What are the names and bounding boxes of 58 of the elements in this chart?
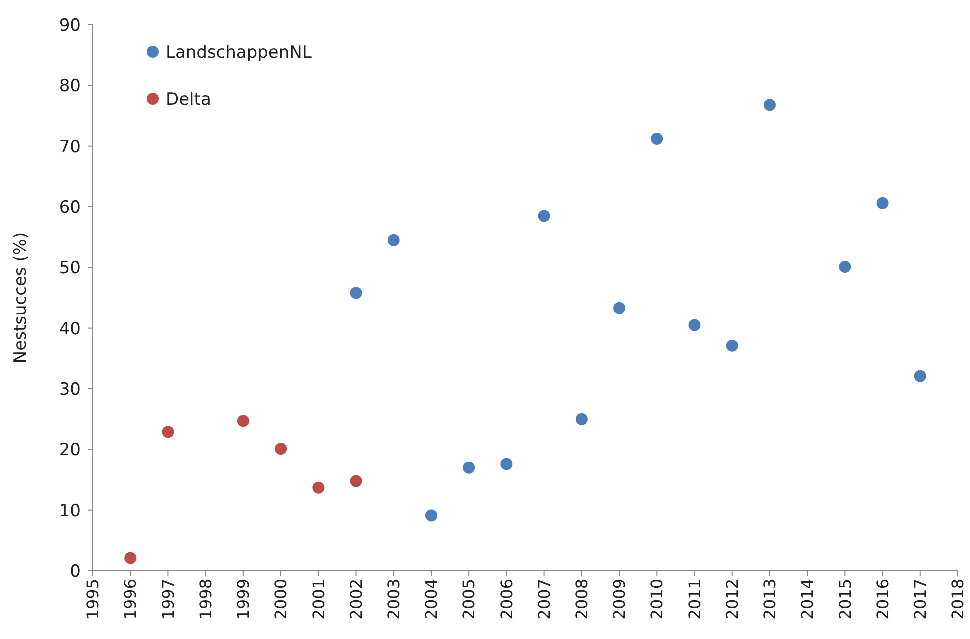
x-tick-label: 1996	[121, 579, 140, 620]
x-tick-label: 1997	[158, 579, 178, 620]
x-tick-label: 2018	[948, 579, 968, 620]
x-tick-label: 2015	[836, 579, 855, 620]
x-tick-label: 2008	[572, 579, 592, 620]
x-tick-label: 2013	[760, 579, 780, 620]
point	[275, 443, 288, 456]
point	[876, 197, 889, 210]
x-tick-label: 2004	[422, 579, 442, 620]
x-tick-label: 2017	[910, 579, 930, 620]
y-tick-label: 80	[59, 76, 81, 97]
y-tick-label: 40	[59, 319, 81, 340]
x-tick-label: 2006	[497, 579, 516, 620]
x-tick-label: 2011	[685, 579, 704, 620]
x-tick-label: 2001	[309, 579, 328, 620]
point	[463, 462, 476, 474]
point	[237, 415, 250, 428]
y-tick-label: 30	[59, 380, 81, 400]
point	[839, 261, 852, 274]
x-tick-label: 2002	[346, 579, 366, 620]
point	[124, 552, 137, 564]
point	[651, 133, 664, 146]
y-tick-label: 20	[59, 440, 81, 461]
x-tick-label: 1998	[196, 579, 216, 620]
point	[764, 99, 776, 112]
y-tick-label: 10	[59, 501, 81, 522]
point	[388, 234, 400, 246]
point	[312, 482, 325, 494]
y-tick-label: 90	[59, 16, 81, 36]
point	[350, 287, 362, 300]
x-tick-label: 1999	[234, 579, 254, 620]
point	[688, 319, 701, 332]
x-tick-label: 2014	[798, 579, 818, 620]
point	[614, 302, 626, 314]
x-tick-label: 2005	[460, 579, 479, 620]
point	[500, 458, 513, 470]
x-tick-label: 2003	[384, 579, 404, 620]
point	[726, 340, 738, 352]
point	[538, 210, 550, 222]
x-tick-label: 1995	[84, 579, 103, 620]
x-tick-label: 2010	[648, 579, 667, 620]
y-tick-label: 0	[70, 562, 81, 582]
legend-label: Delta	[166, 90, 212, 110]
legend-label: LandschappenNL	[166, 43, 312, 63]
point	[425, 510, 438, 522]
y-tick-label: 50	[59, 258, 81, 279]
point	[576, 413, 588, 426]
x-tick-label: 2012	[722, 579, 742, 620]
x-tick-label: 2009	[610, 579, 630, 620]
y-tick-label: 70	[59, 137, 81, 158]
x-tick-label: 2016	[873, 579, 892, 620]
point	[350, 475, 362, 488]
y-tick-label: 60	[59, 198, 81, 218]
x-tick-label: 2000	[272, 579, 291, 620]
x-tick-label: 2007	[534, 579, 554, 620]
point	[914, 370, 926, 382]
y-axis-title: Nestsucces (%)	[11, 232, 31, 364]
point	[162, 426, 174, 438]
